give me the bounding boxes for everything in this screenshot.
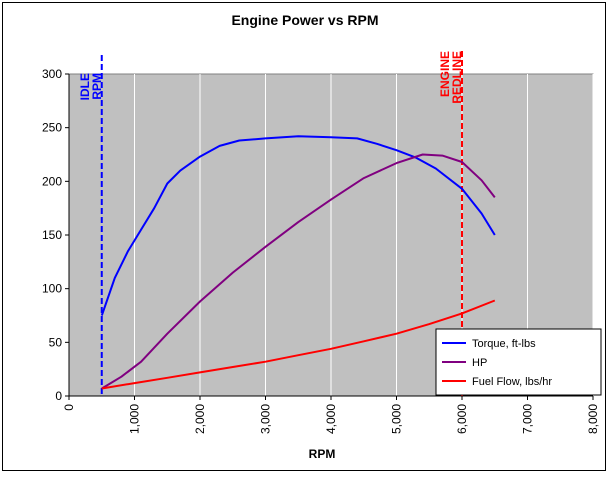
x-tick-label: 0 [62, 404, 76, 411]
x-tick-label: 7,000 [521, 404, 535, 434]
series-line [101, 299, 496, 390]
marker-label: ENGINE [438, 51, 452, 97]
x-tick-label: 6,000 [455, 404, 469, 434]
marker-label: RPM [90, 73, 104, 100]
x-tick-label: 4,000 [324, 404, 338, 434]
chart-title: Engine Power vs RPM [231, 12, 378, 28]
y-tick-label: 50 [49, 335, 63, 349]
y-tick-label: 0 [55, 389, 62, 403]
y-tick-label: 200 [42, 174, 62, 188]
engine-power-chart: Engine Power vs RPM RPM 0 50 100 150 200 250 3… [42, 12, 602, 461]
y-tick-label: 300 [42, 67, 62, 81]
y-tick-label: 250 [42, 121, 62, 135]
series-line [100, 135, 496, 316]
x-tick-label: 2,000 [193, 404, 207, 434]
x-tick-label: 3,000 [259, 404, 273, 434]
x-tick-label: 8,000 [586, 404, 600, 434]
x-axis-title: RPM [309, 447, 336, 461]
marker-label: IDLE [78, 73, 92, 100]
legend-label: Torque, ft-lbs [472, 338, 536, 350]
legend-label: HP [472, 357, 487, 369]
legend-label: Fuel Flow, lbs/hr [472, 376, 552, 388]
y-tick-label: 100 [42, 282, 62, 296]
marker-label: REDLINE [450, 51, 464, 104]
y-tick-label: 150 [42, 228, 62, 242]
chart-frame: Engine Power vs RPM RPM 0 50 100 150 200 250 3… [2, 2, 606, 471]
x-tick-label: 1,000 [128, 404, 142, 434]
x-tick-label: 5,000 [390, 404, 404, 434]
series-line [101, 153, 496, 390]
